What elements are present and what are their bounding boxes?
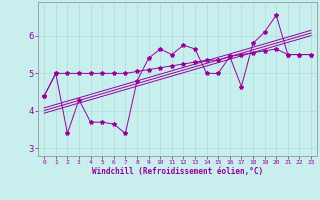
X-axis label: Windchill (Refroidissement éolien,°C): Windchill (Refroidissement éolien,°C)	[92, 167, 263, 176]
